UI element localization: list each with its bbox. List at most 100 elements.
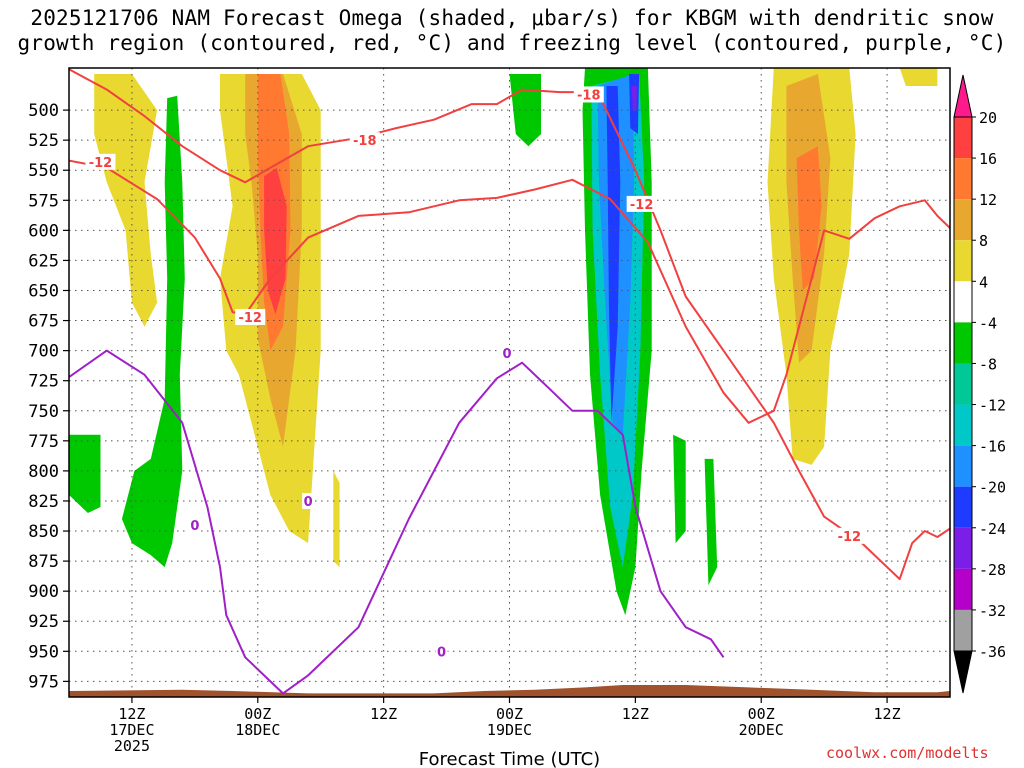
x-tick-label: 12Z (118, 705, 145, 723)
colorbar-label: -4 (979, 314, 997, 332)
x-tick-label: 00Z (496, 705, 523, 723)
contour-label-bg (573, 86, 604, 103)
contour-label-bg (235, 308, 266, 325)
y-tick-label: 825 (28, 492, 59, 512)
colorbar-swatch (954, 609, 972, 651)
contour-label: 0 (437, 645, 446, 660)
contour-label: -12 (238, 311, 262, 326)
y-tick-label: 875 (28, 552, 59, 572)
colorbar-label: -28 (979, 561, 1006, 579)
y-tick-label: 975 (28, 672, 59, 692)
y-tick-label: 625 (28, 251, 59, 271)
x-tick-label: 2025 (114, 737, 150, 755)
colorbar-swatch (954, 363, 972, 405)
contour-label: -12 (630, 198, 654, 213)
y-tick-label: 600 (28, 221, 59, 241)
y-tick-label: 850 (28, 522, 59, 542)
y-axis: 500 525 550 575 600 625 650 675 700 725 750 775 800 8… (28, 101, 69, 692)
x-tick-label: 18DEC (235, 721, 280, 739)
contour-label: -12 (838, 530, 862, 545)
descent-sliver-top-right (899, 68, 938, 86)
contour-label-bg (500, 345, 513, 362)
y-tick-label: 900 (28, 582, 59, 602)
terrain-ground-fill (69, 685, 950, 697)
colorbar-label: 12 (979, 191, 997, 209)
chart-title: 2025121706 NAM Forecast Omega (shaded, μ… (0, 6, 1024, 56)
contour-label-bg (349, 132, 380, 149)
ascent-sliver-20dec (704, 458, 718, 586)
y-tick-label: 525 (28, 131, 59, 151)
contour-label: -18 (577, 88, 601, 103)
descent-area-early (94, 74, 158, 327)
y-tick-label: 775 (28, 432, 59, 452)
chart-title-line-2: growth region (contoured, red, °C) and f… (17, 31, 1007, 55)
descent-orange-20dec (796, 146, 822, 291)
y-tick-label: 925 (28, 612, 59, 632)
terrain-ground (69, 685, 950, 697)
colorbar-label: 8 (979, 232, 988, 250)
colorbar-swatch (954, 486, 972, 528)
colorbar-bottom-arrow (953, 650, 973, 694)
contour-label: 0 (502, 347, 511, 362)
contour-line (69, 159, 950, 424)
y-tick-label: 575 (28, 191, 59, 211)
ascent-area-left-edge (69, 434, 101, 513)
colorbar-label: -24 (979, 520, 1006, 538)
contour-label: 0 (190, 519, 199, 534)
contour-labels: -12 -18 -18 -12 -12 -12 0 0 0 0 (85, 86, 865, 660)
y-tick-label: 650 (28, 281, 59, 301)
contour-label: -12 (89, 156, 113, 171)
colorbar-label: -20 (979, 479, 1006, 497)
ascent-area-17dec (121, 95, 185, 568)
contour-label: -18 (353, 134, 377, 149)
colorbar-swatch (954, 527, 972, 569)
x-tick-label: 20DEC (739, 721, 784, 739)
colorbar-label: -8 (979, 355, 997, 373)
colorbar-label: 20 (979, 109, 997, 127)
ascent-sliver-19dec (673, 434, 686, 544)
contour-line (69, 349, 725, 695)
contour-label-bg (302, 492, 315, 509)
y-tick-label: 500 (28, 101, 59, 121)
y-tick-label: 800 (28, 462, 59, 482)
y-tick-label: 675 (28, 312, 59, 332)
y-tick-label: 750 (28, 402, 59, 422)
colorbar-label: 16 (979, 150, 997, 168)
colorbar-swatch (954, 199, 972, 241)
colorbar-swatch (954, 322, 972, 364)
chart-title-line-1: 2025121706 NAM Forecast Omega (shaded, μ… (30, 6, 994, 30)
credit-text: coolwx.com/modelts (826, 744, 989, 762)
y-tick-label: 550 (28, 161, 59, 181)
colorbar-swatch (954, 568, 972, 610)
x-tick-label: 12Z (874, 705, 901, 723)
y-tick-label: 725 (28, 372, 59, 392)
contour-label-bg (626, 195, 657, 212)
colorbar-label: -12 (979, 397, 1006, 415)
descent-sliver-18dec (333, 470, 340, 568)
colorbar-label: -32 (979, 602, 1006, 620)
y-tick-label: 700 (28, 342, 59, 362)
colorbar-swatch (954, 158, 972, 200)
x-tick-label: 12Z (370, 705, 397, 723)
contour-label: 0 (304, 495, 313, 510)
colorbar-swatch (954, 445, 972, 487)
x-tick-label: 12Z (622, 705, 649, 723)
colorbar-swatch (954, 240, 972, 282)
y-tick-label: 950 (28, 642, 59, 662)
colorbar-swatch (954, 404, 972, 446)
colorbar-top-arrow (953, 74, 973, 118)
contour-label-bg (188, 517, 201, 534)
colorbar-label: -36 (979, 643, 1006, 661)
x-tick-label: 19DEC (487, 721, 532, 739)
colorbar-swatch (954, 117, 972, 159)
x-axis-title: Forecast Time (UTC) (419, 749, 600, 768)
contour-label-bg (85, 153, 116, 170)
colorbar: 20 16 12 8 4 -4 -8 -12 -16 -20 -24 -28 -32 -36 (953, 74, 1006, 694)
contour-label-bg (834, 527, 865, 544)
colorbar-swatch (954, 281, 972, 323)
contour-label-bg (435, 643, 448, 660)
colorbar-label: -16 (979, 438, 1006, 456)
x-tick-label: 00Z (244, 705, 271, 723)
